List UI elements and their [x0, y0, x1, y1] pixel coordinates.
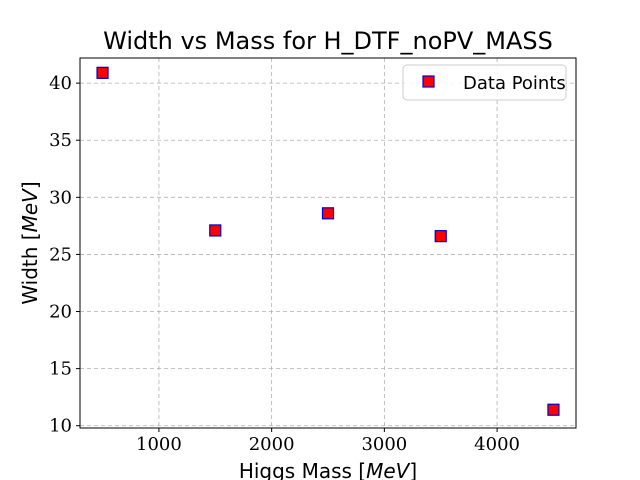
plot-area-frame [79, 57, 577, 429]
data-point [321, 207, 335, 220]
y-axis-label: Width [MeV] [18, 181, 42, 304]
x-tick-label: 2000 [249, 434, 295, 455]
data-point [209, 224, 222, 237]
y-tick-label: 30 [49, 187, 72, 208]
y-tick-label: 15 [49, 359, 72, 380]
data-point [547, 403, 560, 416]
x-tick-label: 1000 [136, 434, 182, 455]
data-points [96, 66, 560, 416]
data-point [96, 66, 109, 79]
x-axis-label: Higgs Mass [MeV] [239, 459, 417, 480]
legend: Data Points [402, 64, 567, 101]
y-axis-label-main: Width [18, 240, 42, 304]
y-tick-label: 35 [49, 130, 72, 151]
legend-marker-square-icon [422, 75, 435, 88]
axis-ticks: 1000 2000 3000 4000 10 15 20 25 30 35 40 [49, 73, 520, 455]
y-tick-label: 20 [49, 302, 72, 323]
y-tick-label: 40 [49, 73, 72, 94]
x-tick-label: 3000 [361, 434, 407, 455]
chart-title: Width vs Mass for H_DTF_noPV_MASS [103, 27, 553, 55]
x-tick-label: 4000 [474, 434, 520, 455]
y-tick-label: 25 [49, 244, 72, 265]
x-axis-label-unit: MeV [366, 459, 411, 480]
grid-lines [80, 58, 576, 428]
data-point [434, 230, 447, 243]
legend-entry-data-points: Data Points [463, 73, 566, 94]
x-axis-label-main: Higgs Mass [239, 459, 358, 480]
y-tick-label: 10 [49, 416, 72, 437]
y-axis-label-unit: MeV [18, 188, 42, 233]
legend-box [402, 64, 567, 101]
